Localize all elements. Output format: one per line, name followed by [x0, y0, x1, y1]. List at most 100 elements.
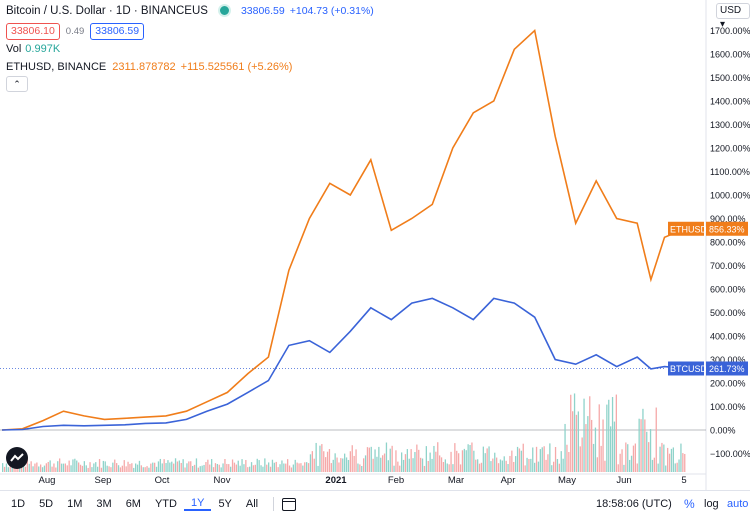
price-axis-label: 1000.00%: [710, 191, 750, 201]
volume-bar: [532, 447, 534, 472]
volume-bar: [247, 467, 249, 472]
symbol-title[interactable]: Bitcoin / U.S. Dollar · 1D · BINANCEUS: [6, 4, 208, 17]
volume-bar: [399, 465, 401, 472]
series-line-btcusd: [1, 297, 686, 431]
volume-bar: [57, 461, 59, 472]
volume-bar: [509, 455, 511, 472]
volume-bar: [478, 463, 481, 472]
volume-bar: [129, 463, 131, 472]
volume-bar: [583, 398, 585, 472]
volume-bar: [116, 463, 118, 472]
volume-bar: [243, 464, 245, 472]
volume-bar: [85, 465, 87, 472]
currency-button[interactable]: USD ▾: [716, 3, 750, 30]
volume-bar: [91, 467, 93, 472]
volume-bar: [300, 463, 302, 472]
volume-bar: [401, 452, 403, 472]
volume-bar: [328, 449, 331, 472]
volume-bar: [636, 463, 638, 472]
sell-price-button[interactable]: 33806.10: [6, 23, 60, 40]
volume-bar: [644, 419, 646, 472]
volume-bar: [269, 466, 272, 472]
volume-bar: [209, 464, 211, 472]
volume-bar: [572, 411, 574, 472]
range-tab-1y[interactable]: 1Y: [183, 497, 212, 511]
log-scale-toggle[interactable]: log: [704, 498, 719, 510]
volume-bar: [361, 465, 363, 472]
volume-bar: [283, 463, 285, 472]
volume-bar: [454, 443, 456, 472]
volume-bar: [47, 461, 49, 472]
volume-bar: [598, 404, 600, 472]
volume-bar: [207, 459, 209, 472]
volume-bar: [596, 457, 598, 472]
volume-bar: [484, 453, 486, 472]
tradingview-logo-icon[interactable]: [6, 447, 28, 469]
volume-bar: [216, 463, 218, 472]
range-tab-1m[interactable]: 1M: [67, 498, 83, 510]
volume-bar: [558, 463, 560, 472]
volume-bar: [98, 459, 101, 472]
volume-bar: [72, 459, 74, 472]
volume-bar: [277, 467, 279, 472]
range-tab-ytd[interactable]: YTD: [154, 498, 177, 510]
volume-bar: [608, 399, 610, 472]
volume-bar: [30, 461, 32, 472]
volume-bar: [488, 446, 490, 472]
volume-bar: [146, 466, 148, 472]
volume-bar: [252, 465, 255, 472]
range-tab-1d[interactable]: 1D: [11, 498, 26, 510]
volume-bar: [600, 445, 602, 472]
percent-scale-toggle[interactable]: %: [684, 497, 695, 511]
range-tab-5d[interactable]: 5D: [39, 498, 54, 510]
volume-bar: [665, 465, 667, 472]
range-tab-6m[interactable]: 6M: [125, 498, 141, 510]
compare-symbol[interactable]: ETHUSD, BINANCE: [6, 61, 107, 73]
time-axis-label: Nov: [214, 475, 231, 486]
volume-bar: [228, 464, 230, 472]
volume-bar: [184, 467, 186, 472]
clock-time[interactable]: 18:58:06 (UTC): [596, 498, 672, 510]
volume-bar: [144, 467, 146, 472]
compare-change: +115.525561 (+5.26%): [180, 61, 293, 73]
volume-bar: [385, 442, 388, 472]
volume-bar: [285, 463, 287, 472]
volume-bar: [78, 462, 80, 472]
volume-bar: [592, 443, 595, 472]
volume-bar: [389, 448, 391, 472]
volume-bar: [43, 465, 46, 472]
volume-bar: [230, 466, 232, 472]
volume-bar: [423, 465, 426, 472]
volume-bar: [680, 443, 682, 472]
volume-bar: [627, 444, 629, 472]
volume-bar: [338, 462, 340, 472]
chevron-up-icon[interactable]: ⌃: [6, 76, 28, 92]
volume-bar: [611, 397, 614, 472]
range-tab-5y[interactable]: 5Y: [218, 498, 232, 510]
volume-bar: [190, 461, 192, 472]
auto-scale-toggle[interactable]: auto: [727, 498, 749, 510]
volume-bar: [408, 458, 410, 472]
volume-bar: [53, 463, 55, 472]
price-axis-label: 1300.00%: [710, 120, 750, 130]
volume-bar: [233, 462, 236, 472]
volume-bar: [507, 464, 509, 472]
volume-bar: [566, 444, 568, 472]
price-axis-label: 1600.00%: [710, 50, 750, 60]
volume-bar: [313, 458, 315, 472]
volume-bar: [203, 464, 205, 472]
range-tab-3m[interactable]: 3M: [96, 498, 112, 510]
volume-bar: [421, 458, 424, 472]
volume-bar: [45, 463, 47, 472]
buy-price-button[interactable]: 33806.59: [90, 23, 145, 40]
volume-bar: [340, 458, 342, 472]
range-tab-all[interactable]: All: [245, 498, 259, 510]
eth-value-tag: [706, 221, 748, 236]
volume-bar: [34, 463, 36, 472]
volume-bar: [568, 452, 570, 472]
goto-date-icon[interactable]: [282, 497, 297, 511]
volume-bar: [524, 465, 526, 472]
volume-bar: [192, 465, 194, 472]
volume-bar: [197, 467, 199, 472]
